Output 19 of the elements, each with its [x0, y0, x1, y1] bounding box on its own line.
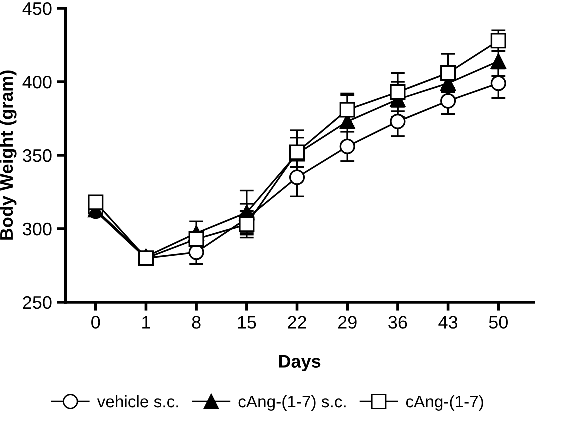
y-tick-label: 400	[22, 76, 52, 89]
x-tick-label: 43	[438, 316, 458, 329]
x-tick-label: 8	[192, 316, 201, 329]
x-tick-label: 22	[288, 316, 306, 329]
legend-label: cAng-(1-7)	[406, 395, 484, 411]
x-tick-label: 36	[388, 316, 408, 329]
legend-label: vehicle s.c.	[97, 395, 178, 408]
x-tick-label: 1	[142, 316, 150, 329]
y-axis-title: Body Weight (gram)	[0, 70, 17, 240]
x-tick-label: 15	[238, 316, 256, 329]
x-tick-label: 50	[489, 316, 508, 329]
y-tick-label: 250	[23, 296, 52, 310]
x-tick-label: 0	[92, 316, 100, 329]
x-tick-label: 29	[338, 316, 357, 329]
y-tick-label: 350	[23, 149, 52, 162]
y-tick-label: 300	[23, 222, 52, 236]
y-tick-label: 450	[22, 2, 52, 16]
legend-label: cAng-(1-7) s.c.	[238, 395, 346, 411]
x-axis-title: Days	[279, 355, 321, 372]
